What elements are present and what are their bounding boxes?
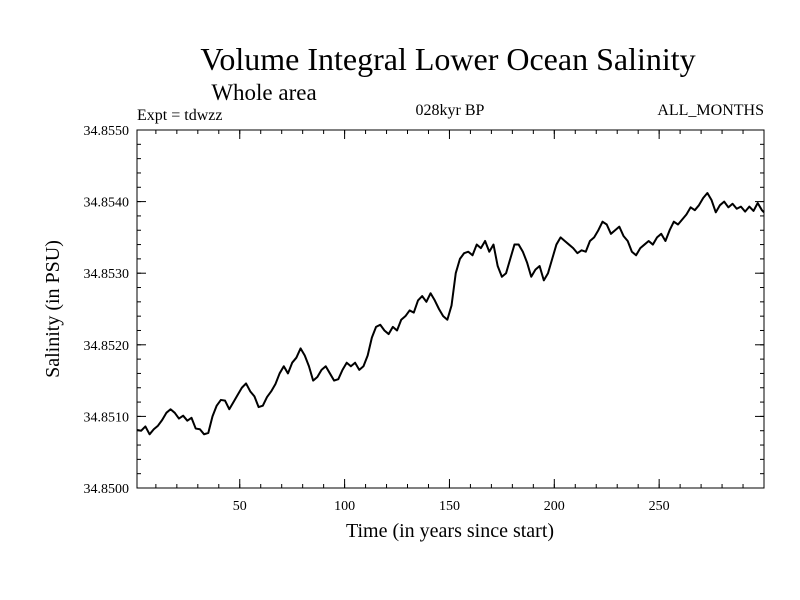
y-axis: 34.8500 34.8510 34.8520 34.8530 34.8540 34.85… (84, 124, 764, 497)
x-tick-label: 200 (544, 499, 565, 514)
x-axis-label: Time (in years since start) (346, 520, 554, 542)
period-label: 028kyr BP (416, 102, 485, 119)
chart-title: Volume Integral Lower Ocean Salinity (200, 41, 695, 77)
y-tick-label: 34.8500 (84, 482, 130, 497)
y-axis-label: Salinity (in PSU) (42, 240, 64, 378)
plot-frame (136, 129, 765, 489)
salinity-series-line (136, 192, 765, 436)
months-label: ALL_MONTHS (657, 102, 764, 119)
y-tick-label: 34.8530 (84, 267, 130, 282)
x-tick-label: 100 (334, 499, 355, 514)
x-axis: 50 100 150 200 250 (155, 130, 744, 514)
y-tick-label: 34.8540 (84, 196, 130, 211)
x-tick-label: 50 (233, 499, 247, 514)
chart-subtitle: Whole area (211, 80, 316, 105)
experiment-label: Expt = tdwzz (137, 107, 222, 124)
x-tick-label: 150 (439, 499, 460, 514)
y-tick-label: 34.8520 (84, 339, 130, 354)
y-tick-label: 34.8510 (84, 410, 130, 425)
x-tick-label: 250 (649, 499, 670, 514)
y-tick-label: 34.8550 (84, 124, 130, 139)
